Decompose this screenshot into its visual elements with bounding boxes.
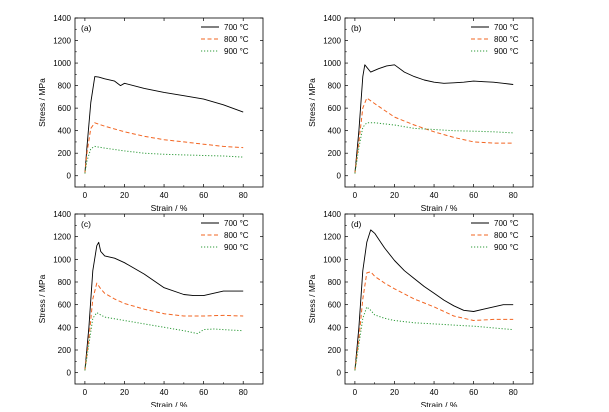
y-tick-label: 600 bbox=[58, 104, 72, 113]
x-tick-label: 80 bbox=[509, 388, 518, 397]
panel-label: (c) bbox=[81, 219, 91, 229]
y-tick-label: 1400 bbox=[323, 14, 341, 23]
plot-frame bbox=[74, 17, 264, 188]
y-tick-label: 1400 bbox=[323, 210, 341, 219]
y-tick-label: 800 bbox=[328, 82, 342, 91]
y-tick-label: 600 bbox=[58, 301, 72, 310]
series-line-2 bbox=[354, 97, 514, 174]
x-tick-label: 80 bbox=[239, 191, 248, 200]
y-tick-label: 1000 bbox=[323, 59, 341, 68]
legend-label-3: 900 °C bbox=[494, 47, 519, 56]
x-tick-label: 60 bbox=[199, 388, 208, 397]
x-axis-label: Strain / % bbox=[421, 400, 458, 407]
y-tick-label: 600 bbox=[328, 104, 342, 113]
series-line-1 bbox=[354, 64, 514, 174]
x-tick-label: 40 bbox=[430, 191, 439, 200]
y-tick-label: 200 bbox=[328, 346, 342, 355]
x-tick-label: 60 bbox=[469, 191, 478, 200]
x-axis-label: Strain / % bbox=[151, 203, 188, 213]
y-axis-label: Stress / MPa bbox=[37, 274, 47, 323]
y-tick-label: 0 bbox=[337, 369, 342, 378]
legend-label-2: 800 °C bbox=[224, 35, 249, 44]
series-line-1 bbox=[354, 229, 514, 371]
y-tick-label: 1000 bbox=[323, 255, 341, 264]
x-tick-label: 60 bbox=[469, 388, 478, 397]
y-axis-label: Stress / MPa bbox=[307, 78, 317, 127]
series-line-2 bbox=[84, 122, 244, 174]
series-line-3 bbox=[84, 312, 244, 371]
legend-label-1: 700 °C bbox=[224, 219, 249, 228]
chart-panel-4: 0 20 40 60 800200400600800100012001400Strain… bbox=[307, 210, 534, 410]
x-axis-label: Strain / % bbox=[151, 400, 188, 407]
y-tick-label: 800 bbox=[58, 278, 72, 287]
panel-label: (a) bbox=[81, 23, 92, 33]
y-tick-label: 200 bbox=[328, 149, 342, 158]
x-tick-label: 40 bbox=[160, 191, 169, 200]
legend-label-2: 800 °C bbox=[224, 231, 249, 240]
y-axis-label: Stress / MPa bbox=[37, 78, 47, 127]
x-tick-label: 0 bbox=[353, 388, 358, 397]
y-tick-label: 600 bbox=[328, 301, 342, 310]
x-tick-label: 60 bbox=[199, 191, 208, 200]
panel-label: (d) bbox=[351, 219, 362, 229]
series-line-1 bbox=[84, 241, 244, 371]
x-tick-label: 20 bbox=[120, 388, 129, 397]
y-tick-label: 400 bbox=[328, 323, 342, 332]
y-tick-label: 200 bbox=[58, 149, 72, 158]
plot-frame bbox=[74, 213, 264, 385]
x-tick-label: 80 bbox=[239, 388, 248, 397]
x-tick-label: 0 bbox=[83, 388, 88, 397]
chart-panel-1: 0 20 40 60 800200400600800100012001400Strain… bbox=[37, 14, 264, 213]
series-line-2 bbox=[354, 271, 514, 371]
x-tick-label: 40 bbox=[160, 388, 169, 397]
series-line-3 bbox=[354, 306, 514, 371]
chart-panel-2: 0 20 40 60 800200400600800100012001400Strain… bbox=[307, 14, 534, 213]
x-tick-label: 0 bbox=[353, 191, 358, 200]
y-tick-label: 1400 bbox=[53, 14, 71, 23]
x-tick-label: 20 bbox=[390, 388, 399, 397]
x-tick-label: 40 bbox=[430, 388, 439, 397]
x-axis-label: Strain / % bbox=[421, 203, 458, 213]
legend-label-1: 700 °C bbox=[224, 23, 249, 32]
y-tick-label: 800 bbox=[328, 278, 342, 287]
y-tick-label: 1400 bbox=[53, 210, 71, 219]
legend-label-3: 900 °C bbox=[494, 243, 519, 252]
legend-label-2: 800 °C bbox=[494, 231, 519, 240]
series-line-3 bbox=[84, 145, 244, 174]
y-tick-label: 400 bbox=[328, 127, 342, 136]
series-line-3 bbox=[354, 122, 514, 174]
legend-label-2: 800 °C bbox=[494, 35, 519, 44]
y-tick-label: 0 bbox=[67, 369, 72, 378]
y-axis-label: Stress / MPa bbox=[307, 274, 317, 323]
y-tick-label: 400 bbox=[58, 127, 72, 136]
y-tick-label: 0 bbox=[67, 172, 72, 181]
y-tick-label: 200 bbox=[58, 346, 72, 355]
y-tick-label: 1200 bbox=[323, 37, 341, 46]
y-tick-label: 1000 bbox=[53, 255, 71, 264]
legend-label-3: 900 °C bbox=[224, 243, 249, 252]
series-line-2 bbox=[84, 282, 244, 371]
legend-label-1: 700 °C bbox=[494, 219, 519, 228]
y-tick-label: 0 bbox=[337, 172, 342, 181]
y-tick-label: 1200 bbox=[53, 233, 71, 242]
plot-frame bbox=[344, 213, 534, 385]
legend-label-3: 900 °C bbox=[224, 47, 249, 56]
x-tick-label: 20 bbox=[390, 191, 399, 200]
y-tick-label: 400 bbox=[58, 323, 72, 332]
x-tick-label: 0 bbox=[83, 191, 88, 200]
series-line-1 bbox=[84, 76, 244, 174]
y-tick-label: 800 bbox=[58, 82, 72, 91]
y-tick-label: 1200 bbox=[323, 233, 341, 242]
x-tick-label: 20 bbox=[120, 191, 129, 200]
panel-label: (b) bbox=[351, 23, 362, 33]
chart-panel-3: 0 20 40 60 800200400600800100012001400Strain… bbox=[37, 210, 264, 410]
x-tick-label: 80 bbox=[509, 191, 518, 200]
legend-label-1: 700 °C bbox=[494, 23, 519, 32]
y-tick-label: 1200 bbox=[53, 37, 71, 46]
plot-frame bbox=[344, 17, 534, 188]
y-tick-label: 1000 bbox=[53, 59, 71, 68]
